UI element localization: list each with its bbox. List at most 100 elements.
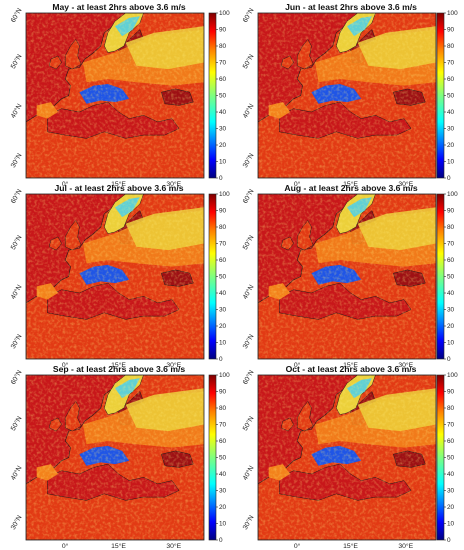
latitude-label: 50°N <box>241 415 256 432</box>
noise-texture <box>26 13 204 178</box>
colorbar <box>208 193 217 360</box>
colorbar-tick-label: 0 <box>219 356 223 363</box>
map-panel: Aug - at least 2hrs above 3.6 m/s 0° 15°E 3… <box>241 183 458 369</box>
latitude-label: 60°N <box>241 369 256 386</box>
colorbar-tick-label: 30 <box>447 488 455 495</box>
colorbar-tick-label: 100 <box>219 372 230 379</box>
noise-texture <box>258 375 436 540</box>
colorbar-tick-label: 100 <box>447 372 458 379</box>
longitude-label: 0° <box>294 361 301 369</box>
longitude-label: 15°E <box>343 361 358 369</box>
longitude-label: 15°E <box>111 180 126 188</box>
colorbar-tick-label: 70 <box>219 422 227 429</box>
colorbar-tick-label: 100 <box>447 10 458 17</box>
colorbar-tick-label: 10 <box>447 340 455 347</box>
map-panel: Jul - at least 2hrs above 3.6 m/s0° 15°E 3… <box>9 183 230 369</box>
colorbar-tick-label: 70 <box>447 422 455 429</box>
longitude-label: 30°E <box>398 361 413 369</box>
longitude-label: 30°E <box>166 361 181 369</box>
colorbar-tick-label: 0 <box>219 175 223 182</box>
colorbar-tick-label: 30 <box>219 307 227 314</box>
colorbar-tick-label: 20 <box>447 323 455 330</box>
colorbar-tick-label: 20 <box>219 323 227 330</box>
colorbar-tick-label: 0 <box>447 175 451 182</box>
colorbar-tick-label: 100 <box>219 10 230 17</box>
map-panel: Sep - at least 2hrs above 3.6 m/s0° 15°E 3… <box>9 364 230 550</box>
colorbar-tick-label: 90 <box>219 208 227 215</box>
colorbar-tick-label: 30 <box>447 307 455 314</box>
map-frame <box>257 12 437 179</box>
colorbar-tick-label: 100 <box>447 191 458 198</box>
longitude-label: 0° <box>62 361 69 369</box>
panel-title: Aug - at least 2hrs above 3.6 m/s <box>284 183 417 193</box>
colorbar-tick-label: 80 <box>447 43 455 50</box>
colorbar-tick-label: 70 <box>219 60 227 67</box>
map-frame <box>25 12 205 179</box>
colorbar-tick-label: 80 <box>447 405 455 412</box>
latitude-label: 30°N <box>241 152 256 169</box>
colorbar-tick-label: 80 <box>219 43 227 50</box>
noise-texture <box>26 375 204 540</box>
colorbar-tick-label: 90 <box>219 27 227 34</box>
noise-texture <box>258 194 436 359</box>
latitude-label: 50°N <box>241 234 256 251</box>
colorbar-tick-label: 90 <box>447 27 455 34</box>
colorbar-tick-label: 60 <box>447 438 455 445</box>
latitude-label: 50°N <box>241 53 256 70</box>
latitude-label: 40°N <box>241 283 256 300</box>
colorbar-tick-label: 20 <box>447 504 455 511</box>
longitude-label: 15°E <box>111 542 126 550</box>
latitude-label: 40°N <box>9 102 24 119</box>
colorbar <box>436 12 445 179</box>
longitude-label: 0° <box>294 542 301 550</box>
colorbar-tick-label: 0 <box>447 537 451 544</box>
colorbar-tick-label: 10 <box>219 521 227 528</box>
latitude-label: 60°N <box>9 188 24 205</box>
latitude-label: 50°N <box>9 53 24 70</box>
colorbar-tick-label: 30 <box>219 488 227 495</box>
latitude-label: 40°N <box>241 464 256 481</box>
colorbar-tick-label: 90 <box>219 389 227 396</box>
colorbar-tick-label: 10 <box>447 159 455 166</box>
colorbar-tick-label: 40 <box>447 109 455 116</box>
latitude-label: 60°N <box>9 369 24 386</box>
panel-title: May - at least 2hrs above 3.6 m/s <box>52 2 185 12</box>
colorbar-tick-label: 20 <box>219 504 227 511</box>
longitude-label: 0° <box>62 542 69 550</box>
map-panel: Oct - at least 2hrs above 3.6 m/s0° 15°E 3… <box>241 364 458 550</box>
map-frame <box>257 193 437 360</box>
colorbar-tick-label: 90 <box>447 389 455 396</box>
longitude-label: 30°E <box>398 180 413 188</box>
latitude-label: 30°N <box>9 333 24 350</box>
latitude-label: 30°N <box>241 333 256 350</box>
colorbar-tick-label: 60 <box>447 257 455 264</box>
colorbar-tick-label: 0 <box>447 356 451 363</box>
colorbar-tick-label: 0 <box>219 537 223 544</box>
colorbar-tick-label: 20 <box>447 142 455 149</box>
longitude-label: 30°E <box>398 542 413 550</box>
colorbar-tick-label: 70 <box>447 60 455 67</box>
colorbar-tick-label: 50 <box>447 455 455 462</box>
longitude-label: 0° <box>62 180 69 188</box>
colorbar-tick-label: 80 <box>447 224 455 231</box>
colorbar-tick-label: 30 <box>219 126 227 133</box>
latitude-label: 60°N <box>241 188 256 205</box>
longitude-label: 30°E <box>166 180 181 188</box>
latitude-label: 30°N <box>9 514 24 531</box>
latitude-label: 40°N <box>241 102 256 119</box>
map-panel: Jun - at least 2hrs above 3.6 m/s 0° 15°E 3… <box>241 2 458 188</box>
latitude-label: 60°N <box>9 7 24 24</box>
noise-texture <box>26 194 204 359</box>
colorbar-tick-label: 40 <box>219 471 227 478</box>
colorbar-tick-label: 60 <box>219 257 227 264</box>
colorbar-tick-label: 50 <box>447 93 455 100</box>
colorbar <box>436 193 445 360</box>
longitude-label: 15°E <box>343 180 358 188</box>
map-frame <box>257 374 437 541</box>
colorbar-tick-label: 80 <box>219 224 227 231</box>
colorbar-tick-label: 100 <box>219 191 230 198</box>
latitude-label: 50°N <box>9 234 24 251</box>
longitude-label: 15°E <box>111 361 126 369</box>
latitude-label: 40°N <box>9 283 24 300</box>
